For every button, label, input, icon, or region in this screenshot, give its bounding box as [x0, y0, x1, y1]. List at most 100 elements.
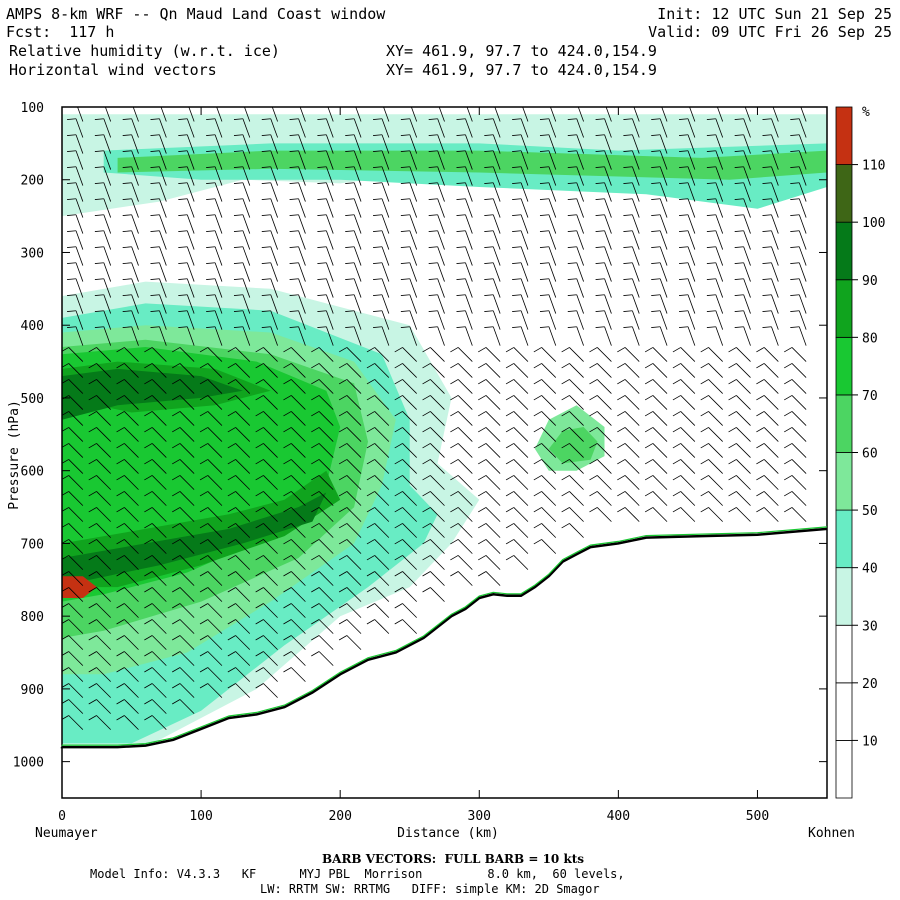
- wind-barb-241: [233, 262, 251, 282]
- wind-barb-857: [784, 491, 807, 506]
- wind-barb-334: [283, 571, 306, 586]
- wind-barb-739: [679, 262, 696, 282]
- wind-barb-674: [589, 475, 612, 490]
- wind-barb-853: [784, 427, 807, 442]
- colorbar-segment-4: [835, 509, 853, 569]
- wind-barb-289: [255, 443, 278, 458]
- wind-barb-95: [116, 379, 139, 394]
- wind-barb-431: [366, 443, 390, 458]
- wind-barb-844: [790, 278, 807, 298]
- wind-barb-339: [283, 651, 306, 666]
- wind-barb-346: [317, 182, 334, 202]
- wind-barb-298: [255, 587, 278, 602]
- wind-barb-542: [484, 182, 501, 202]
- wind-barb-755: [716, 107, 724, 122]
- wind-barb-513: [456, 198, 473, 218]
- wind-barb-369: [311, 555, 334, 570]
- rh-region-110-14: [62, 576, 97, 598]
- wind-barb-236: [233, 182, 251, 202]
- wind-barb-669: [589, 395, 612, 410]
- wind-barb-210: [199, 363, 223, 378]
- wind-barb-390: [345, 326, 362, 346]
- wind-barb-85: [122, 214, 139, 234]
- barb-legend: BARB VECTORS: FULL BARB = 10 kts: [322, 852, 585, 866]
- wind-barb-148: [144, 603, 167, 618]
- wind-barb-701: [617, 491, 640, 506]
- wind-barb-423: [373, 310, 390, 330]
- wind-barb-825: [756, 395, 779, 410]
- wind-barb-186: [171, 587, 195, 602]
- wind-barb-299: [255, 603, 278, 618]
- wind-barb-729: [689, 107, 696, 122]
- wind-barb-446: [400, 150, 418, 170]
- wind-barb-193: [171, 699, 195, 714]
- wind-barb-104: [116, 523, 139, 538]
- wind-barb-306: [289, 118, 306, 138]
- wind-barb-589: [505, 459, 529, 474]
- wind-barb-246: [227, 347, 251, 362]
- wind-barb-261: [227, 587, 251, 602]
- wind-barb-620: [533, 491, 557, 506]
- wind-barb-551: [484, 326, 501, 346]
- wind-barb-286: [255, 395, 278, 410]
- wind-barb-168: [178, 294, 195, 314]
- wind-barb-254: [227, 475, 251, 490]
- wind-barb-724: [644, 443, 668, 458]
- wind-barb-720: [644, 379, 668, 394]
- wind-barb-51: [94, 294, 112, 314]
- wind-barb-561: [478, 491, 501, 506]
- wind-barb-630: [567, 198, 584, 218]
- wind-barb-145: [144, 555, 167, 570]
- wind-barb-736: [679, 214, 696, 234]
- wind-barb-777: [700, 459, 723, 474]
- wind-barb-9: [67, 246, 84, 266]
- wind-barb-516: [456, 246, 473, 266]
- wind-barb-45: [94, 198, 112, 218]
- wind-barb-723: [644, 427, 668, 442]
- wind-barb-422: [373, 294, 390, 314]
- wind-barb-43: [94, 166, 112, 186]
- wind-barb-822: [756, 347, 779, 362]
- wind-barb-170: [178, 326, 195, 346]
- wind-barb-196: [206, 134, 223, 154]
- wind-barb-638: [567, 326, 584, 346]
- wind-barb-206: [206, 294, 223, 314]
- wind-barb-787: [734, 198, 751, 218]
- wind-barb-214: [199, 427, 223, 442]
- wind-barb-152: [144, 667, 167, 682]
- wind-barb-779: [700, 491, 723, 506]
- wind-barb-772: [700, 379, 723, 394]
- wind-barb-320: [283, 347, 306, 362]
- wind-barb-171: [171, 347, 195, 362]
- wind-barb-586: [505, 411, 529, 426]
- wind-barb-625: [567, 118, 584, 138]
- wind-barb-434: [366, 491, 390, 506]
- wind-barb-65: [88, 523, 111, 538]
- wind-barb-640: [561, 363, 584, 378]
- wind-barb-310: [289, 182, 306, 202]
- wind-barb-294: [255, 523, 278, 538]
- wind-barb-185: [171, 571, 195, 586]
- x-tick-label-100: 100: [189, 809, 212, 824]
- wind-barb-652: [595, 118, 612, 138]
- wind-barb-112: [116, 651, 139, 666]
- wind-barb-703: [661, 107, 668, 122]
- wind-barb-471: [394, 555, 417, 570]
- wind-barb-304: [255, 683, 278, 698]
- wind-barb-264: [227, 635, 251, 650]
- wind-barb-342: [317, 118, 334, 138]
- wind-barb-684: [623, 214, 640, 234]
- wind-barb-547: [484, 262, 501, 282]
- wind-barb-747: [672, 395, 696, 410]
- wind-barb-659: [595, 230, 612, 250]
- wind-barb-509: [456, 134, 473, 154]
- wind-barb-677: [633, 107, 640, 122]
- wind-barb-381: [345, 182, 362, 202]
- wind-barb-635: [567, 278, 584, 298]
- wind-barb-817: [762, 262, 779, 282]
- wind-barb-450: [400, 214, 418, 234]
- wind-barb-130: [150, 310, 167, 330]
- wind-barb-437: [366, 539, 390, 554]
- wind-barb-608: [539, 294, 557, 314]
- wind-barb-457: [400, 326, 418, 346]
